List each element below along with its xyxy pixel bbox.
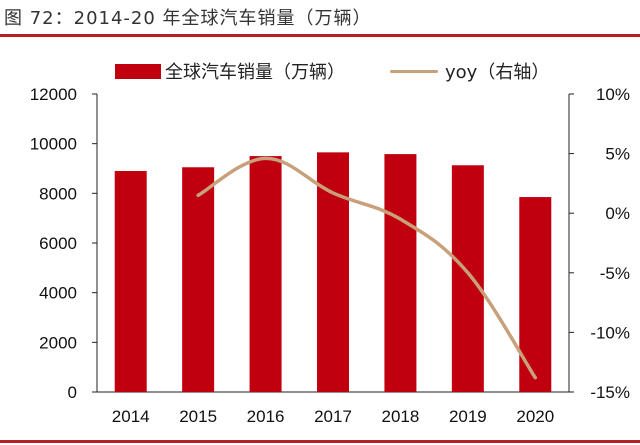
chart-title: 图 72：2014-20 年全球汽车销量（万辆） [4,8,372,29]
x-tick-label: 2020 [516,407,554,426]
legend: 全球汽车销量（万辆） yoy（右轴） [115,56,615,84]
bar-2016 [249,156,282,392]
bar-2014 [114,170,147,392]
bars [114,152,552,392]
left-tick-label: 0 [68,383,77,402]
left-tick-label: 10000 [30,135,77,154]
left-tick-label: 8000 [39,184,77,203]
left-tick-label: 12000 [30,85,77,104]
left-tick-label: 2000 [39,333,77,352]
left-tick-label: 4000 [39,284,77,303]
right-tick-label: -10% [590,323,630,342]
right-tick-label: 5% [605,145,630,164]
legend-bar-label: 全球汽车销量（万辆） [165,62,345,83]
yoy-line [196,156,538,380]
chart-header: 图 72：2014-20 年全球汽车销量（万辆） [0,0,640,34]
right-tick-label: 10% [596,85,630,104]
top-rule [0,34,640,37]
legend-line-swatch [390,70,438,73]
right-tick-label: 0% [605,204,630,223]
x-tick-label: 2016 [247,407,285,426]
yoy-line-group [196,156,538,380]
right-tick-label: -15% [590,383,630,402]
bar-2019 [451,165,484,392]
right-axis: -15% -10% -5% 0% 5% 10% [568,85,630,402]
left-tick-label: 6000 [39,234,77,253]
bar-2018 [384,154,417,392]
x-tick-label: 2018 [382,407,420,426]
x-axis-labels: 2014 2015 2016 2017 2018 2019 2020 [112,407,554,426]
x-tick-label: 2015 [179,407,217,426]
x-tick-label: 2017 [314,407,352,426]
legend-line-label: yoy（右轴） [445,62,550,83]
bar-2020 [519,197,552,392]
right-tick-label: -5% [600,264,630,283]
bottom-rule [0,440,640,443]
x-tick-label: 2019 [449,407,487,426]
x-tick-label: 2014 [112,407,150,426]
left-axis: 0 2000 4000 6000 8000 10000 12000 [30,85,569,402]
bar-2015 [182,167,215,392]
legend-bar-swatch [115,64,161,79]
